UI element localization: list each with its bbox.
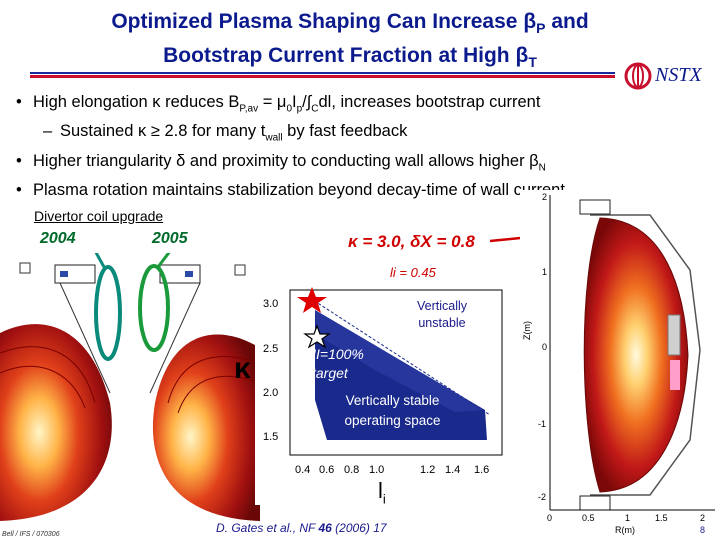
year-2004-label: 2004 [40,230,76,247]
nstx-logo-text: NSTX [655,64,702,86]
x-tick-0-4: 0.4 [295,464,310,476]
x-tick-0-8: 0.8 [344,464,359,476]
y-tick-3-0: 3.0 [263,298,278,310]
x-tick-1-4: 1.4 [445,464,460,476]
vertically-unstable-label: Vertically unstable [416,299,468,330]
outline-star-marker [303,324,331,349]
eq-y-tick-neg1: -1 [538,419,546,429]
eq-x-tick-1: 1 [625,513,630,523]
plasma-cross-section-image: 2 1 0 -1 -2 0 0.5 1 1.5 2 R(m) Z(m) [520,190,720,535]
y-tick-1-5: 1.5 [263,431,278,443]
y-tick-2-5: 2.5 [263,343,278,355]
eq-y-tick-neg2: -2 [538,492,546,502]
bullet-rotation: Plasma rotation maintains stabilization … [16,179,706,201]
kappa-delta-annotation: κ = 3.0, δX = 0.8 [348,232,475,251]
red-star-marker [297,287,327,313]
year-2005-label: 2005 [152,230,188,247]
footer-citation: D. Gates et al., NF 46 (2006) 17 [216,521,387,535]
kappa-axis-label: κ [234,352,251,385]
stability-plot: 3.0 2.5 2.0 1.5 0.4 0.6 0.8 1.0 1.2 1.4 … [255,280,515,505]
eq-y-axis-label: Z(m) [522,321,532,340]
title-rule-blue [30,72,615,74]
bullet-list: High elongation κ reduces BP,av = μ0Ip/∫… [16,91,706,201]
eq-x-tick-2: 2 [700,513,705,523]
y-tick-2-0: 2.0 [263,387,278,399]
eq-x-tick-0: 0 [547,513,552,523]
bullet-elongation: High elongation κ reduces BP,av = μ0Ip/∫… [16,91,706,120]
eq-y-tick-0: 0 [542,342,547,352]
li-value-annotation: li = 0.45 [390,265,436,280]
eq-x-tick-0-5: 0.5 [582,513,595,523]
title-line-2: Bootstrap Current Fraction at High βT [163,44,537,71]
slide-title: Optimized Plasma Shaping Can Increase βP… [40,8,660,76]
stable-space-label: Vertically stable operating space [344,393,441,428]
fni-target-label: fNI=100% target [302,346,364,381]
divertor-equilibrium-image [0,253,260,523]
eq-x-tick-1-5: 1.5 [655,513,668,523]
title-rule-red [30,75,615,78]
x-tick-0-6: 0.6 [319,464,334,476]
x-tick-1-2: 1.2 [420,464,435,476]
divertor-coil-title: Divertor coil upgrade [34,208,164,224]
coil-ring-2005 [138,264,170,352]
nstx-logo-icon [624,62,652,90]
x-tick-1-6: 1.6 [474,464,489,476]
bullet-triangularity: Higher triangularity δ and proximity to … [16,150,706,179]
title-line-1: Optimized Plasma Shaping Can Increase βP… [111,10,589,37]
page-number: 8 [700,525,706,535]
eq-y-tick-1: 1 [542,267,547,277]
li-axis-label: li [378,478,386,507]
sub-bullet-feedback: – Sustained κ ≥ 2.8 for many twall by fas… [43,122,408,144]
coil-ring-2004 [94,265,122,361]
footer-source: Bell / IFS / 070306 [2,531,60,538]
eq-y-tick-2: 2 [542,192,547,202]
x-tick-1-0: 1.0 [369,464,384,476]
eq-x-axis-label: R(m) [615,525,635,535]
